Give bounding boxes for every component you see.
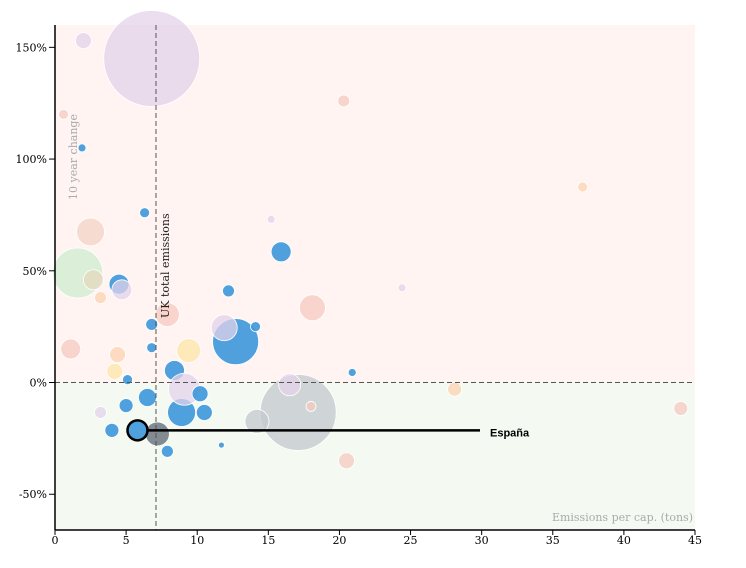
bubble bbox=[397, 283, 407, 293]
bubble bbox=[122, 374, 133, 386]
bubble bbox=[60, 338, 82, 360]
y-tick-label: 100% bbox=[16, 153, 47, 166]
bubble bbox=[104, 422, 120, 438]
bubble bbox=[250, 321, 261, 333]
bubble bbox=[94, 406, 107, 419]
x-tick-label: 45 bbox=[688, 534, 702, 547]
bubble bbox=[210, 314, 238, 342]
x-tick-label: 10 bbox=[190, 534, 204, 547]
bubble bbox=[244, 409, 270, 434]
bubble bbox=[673, 401, 689, 416]
bubble bbox=[337, 94, 351, 108]
bubble bbox=[109, 346, 126, 363]
x-tick-label: 5 bbox=[123, 534, 130, 547]
bubble bbox=[103, 10, 201, 107]
x-tick-label: 40 bbox=[617, 534, 631, 547]
bubble bbox=[266, 215, 276, 224]
bubble bbox=[338, 452, 355, 470]
bubble bbox=[75, 32, 92, 50]
bubble bbox=[94, 291, 107, 305]
bubble bbox=[191, 385, 209, 403]
y-tick-label: -50% bbox=[19, 488, 47, 501]
x-axis-title: Emissions per cap. (tons) bbox=[552, 511, 693, 524]
x-tick-label: 15 bbox=[261, 534, 275, 547]
bubble bbox=[278, 373, 302, 397]
x-tick-label: 35 bbox=[546, 534, 560, 547]
bubble bbox=[347, 368, 357, 377]
bubble bbox=[577, 181, 589, 193]
bubble bbox=[106, 362, 124, 380]
bubble bbox=[154, 302, 180, 327]
bubble bbox=[139, 207, 151, 219]
bubble bbox=[83, 269, 104, 291]
bubble bbox=[58, 108, 69, 120]
x-tick-label: 0 bbox=[52, 534, 59, 547]
callout-label: España bbox=[490, 427, 530, 439]
bubble bbox=[270, 241, 292, 263]
x-tick-label: 20 bbox=[332, 534, 346, 547]
bubble bbox=[176, 338, 202, 363]
bubble bbox=[447, 381, 463, 397]
y-tick-label: 0% bbox=[30, 377, 47, 390]
x-tick-label: 30 bbox=[475, 534, 489, 547]
bubble bbox=[111, 279, 133, 301]
bubble bbox=[138, 388, 157, 407]
negative-region bbox=[55, 382, 695, 530]
bubble bbox=[299, 294, 326, 322]
bubble bbox=[145, 318, 159, 331]
y-axis-title: 10 year change bbox=[67, 114, 80, 200]
x-tick-label: 25 bbox=[404, 534, 418, 547]
bubble bbox=[118, 398, 134, 413]
bubble bbox=[76, 217, 105, 247]
bubble bbox=[146, 342, 158, 354]
bubble bbox=[77, 143, 87, 153]
bubble bbox=[222, 284, 235, 298]
reference-label: UK total emissions bbox=[159, 213, 172, 318]
bubble bbox=[305, 401, 317, 412]
bubble bbox=[144, 421, 170, 447]
y-tick-label: 150% bbox=[16, 41, 47, 54]
bubble bbox=[217, 441, 225, 449]
bubble bbox=[195, 404, 213, 421]
y-tick-label: 50% bbox=[23, 265, 47, 278]
bubble bbox=[160, 444, 174, 458]
axes: UK total emissionsEspaña-50%0%50%100%150… bbox=[16, 25, 702, 547]
